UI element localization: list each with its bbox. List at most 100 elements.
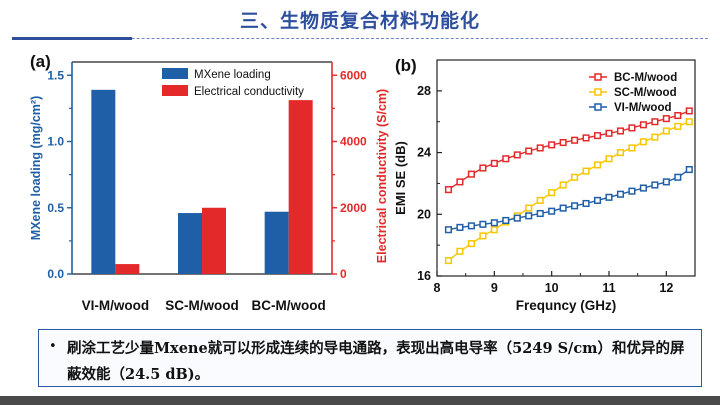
- series-line-VI-M/wood: [448, 168, 690, 231]
- data-point-SC-M/wood: [662, 127, 670, 135]
- data-point-BC-M/wood: [444, 186, 453, 194]
- y-axis-tick-label: 24: [417, 146, 431, 160]
- data-point-BC-M/wood: [467, 170, 475, 178]
- data-point-VI-M/wood: [571, 202, 579, 210]
- bar-mxene-loading-0: [91, 89, 116, 274]
- legend-swatch-0: [162, 68, 188, 79]
- data-point-SC-M/wood: [651, 133, 659, 141]
- data-point-BC-M/wood: [456, 178, 464, 186]
- data-point-VI-M/wood: [628, 187, 636, 195]
- series-line-SC-M/wood: [448, 121, 690, 262]
- data-point-VI-M/wood: [490, 219, 498, 227]
- y-axis-title: EMI SE (dB): [393, 141, 408, 215]
- data-point-BC-M/wood: [605, 129, 613, 137]
- data-point-SC-M/wood: [467, 240, 475, 248]
- bar-mxene-loading-2: [264, 211, 289, 274]
- legend-label-2: VI-M/wood: [614, 102, 672, 114]
- data-point-SC-M/wood: [479, 232, 487, 240]
- data-point-VI-M/wood: [502, 216, 510, 225]
- data-point-VI-M/wood: [536, 209, 544, 218]
- right-axis-tick-label: 2000: [340, 201, 367, 215]
- bar-electrical-conductivity-1: [202, 207, 226, 274]
- left-axis-tick-label: 0.5: [47, 201, 64, 215]
- data-point-VI-M/wood: [513, 214, 521, 222]
- slide-title: 三、生物质复合材料功能化: [239, 10, 480, 32]
- data-point-BC-M/wood: [685, 107, 693, 115]
- x-category-label: BC-M/wood: [252, 298, 326, 313]
- data-point-BC-M/wood: [525, 147, 533, 155]
- legend-marker-1: [594, 88, 602, 96]
- data-point-BC-M/wood: [628, 124, 636, 132]
- right-axis-title: Electrical conductivity (S/cm): [375, 89, 389, 263]
- data-point-SC-M/wood: [525, 204, 533, 212]
- data-point-BC-M/wood: [548, 141, 556, 149]
- legend-label-0: MXene loading: [194, 69, 271, 81]
- left-axis-tick-label: 1.5: [47, 68, 64, 82]
- x-axis-title: Frequncy (GHz): [516, 298, 617, 313]
- legend-label-1: Electrical conductivity: [194, 86, 304, 98]
- data-point-SC-M/wood: [571, 173, 579, 181]
- data-point-SC-M/wood: [674, 122, 682, 130]
- data-point-BC-M/wood: [536, 144, 544, 152]
- data-point-SC-M/wood: [616, 149, 625, 157]
- data-point-VI-M/wood: [582, 199, 590, 208]
- data-point-VI-M/wood: [605, 193, 613, 201]
- data-point-SC-M/wood: [639, 138, 647, 146]
- y-axis-tick-label: 28: [417, 84, 431, 98]
- data-point-VI-M/wood: [593, 196, 602, 204]
- x-axis-tick-label: 10: [545, 281, 559, 295]
- data-point-VI-M/wood: [651, 181, 659, 189]
- summary-note-box: • 刷涂工艺少量Mxene就可以形成连续的导电通路，表现出高电导率（5249 S…: [38, 329, 702, 387]
- x-category-label: VI-M/wood: [82, 298, 150, 313]
- data-point-VI-M/wood: [444, 226, 453, 234]
- data-point-VI-M/wood: [639, 184, 647, 192]
- panel-label-a: (a): [30, 52, 51, 71]
- data-point-SC-M/wood: [605, 155, 613, 163]
- data-point-BC-M/wood: [662, 115, 670, 123]
- data-point-VI-M/wood: [685, 165, 693, 174]
- legend-label-0: BC-M/wood: [614, 72, 677, 84]
- bullet-icon: •: [49, 339, 57, 354]
- bar-electrical-conductivity-0: [115, 264, 140, 274]
- data-point-SC-M/wood: [582, 167, 590, 175]
- summary-note-text: 刷涂工艺少量Mxene就可以形成连续的导电通路，表现出高电导率（5249 S/c…: [67, 340, 685, 383]
- legend-swatch-1: [162, 85, 188, 96]
- title-divider: [12, 38, 708, 39]
- data-point-VI-M/wood: [674, 173, 682, 181]
- data-point-BC-M/wood: [513, 151, 521, 159]
- x-axis-tick-label: 11: [602, 281, 615, 295]
- data-point-VI-M/wood: [467, 222, 475, 230]
- x-axis-tick-label: 9: [491, 281, 498, 295]
- x-axis-tick-label: 12: [659, 281, 673, 295]
- title-divider-accent: [12, 37, 132, 40]
- data-point-VI-M/wood: [456, 223, 464, 231]
- legend-marker-0: [594, 73, 602, 81]
- data-point-BC-M/wood: [616, 127, 625, 135]
- plot-b-frame: [436, 59, 696, 277]
- bar-electrical-conductivity-2: [288, 100, 313, 274]
- data-point-SC-M/wood: [456, 247, 464, 255]
- data-point-BC-M/wood: [490, 159, 498, 167]
- legend-marker-2: [594, 103, 602, 111]
- panel-label-b: (b): [395, 56, 417, 75]
- data-point-VI-M/wood: [525, 212, 533, 220]
- left-axis-tick-label: 0.0: [47, 267, 64, 281]
- legend-label-1: SC-M/wood: [614, 87, 677, 99]
- left-axis-tick-label: 1.0: [47, 135, 64, 149]
- data-point-BC-M/wood: [582, 134, 590, 142]
- data-point-BC-M/wood: [593, 132, 602, 140]
- data-point-VI-M/wood: [479, 220, 487, 228]
- data-point-SC-M/wood: [536, 196, 544, 204]
- data-point-VI-M/wood: [616, 190, 625, 198]
- data-point-VI-M/wood: [548, 207, 556, 215]
- right-axis-tick-label: 4000: [340, 135, 367, 149]
- data-point-SC-M/wood: [593, 161, 602, 169]
- left-axis-title: MXene loading (mg/cm²): [29, 96, 43, 240]
- data-point-SC-M/wood: [685, 118, 693, 126]
- data-point-BC-M/wood: [479, 164, 487, 172]
- x-category-label: SC-M/wood: [165, 298, 239, 313]
- data-point-VI-M/wood: [662, 178, 670, 186]
- data-point-SC-M/wood: [628, 144, 636, 152]
- footer-bar: [0, 396, 720, 405]
